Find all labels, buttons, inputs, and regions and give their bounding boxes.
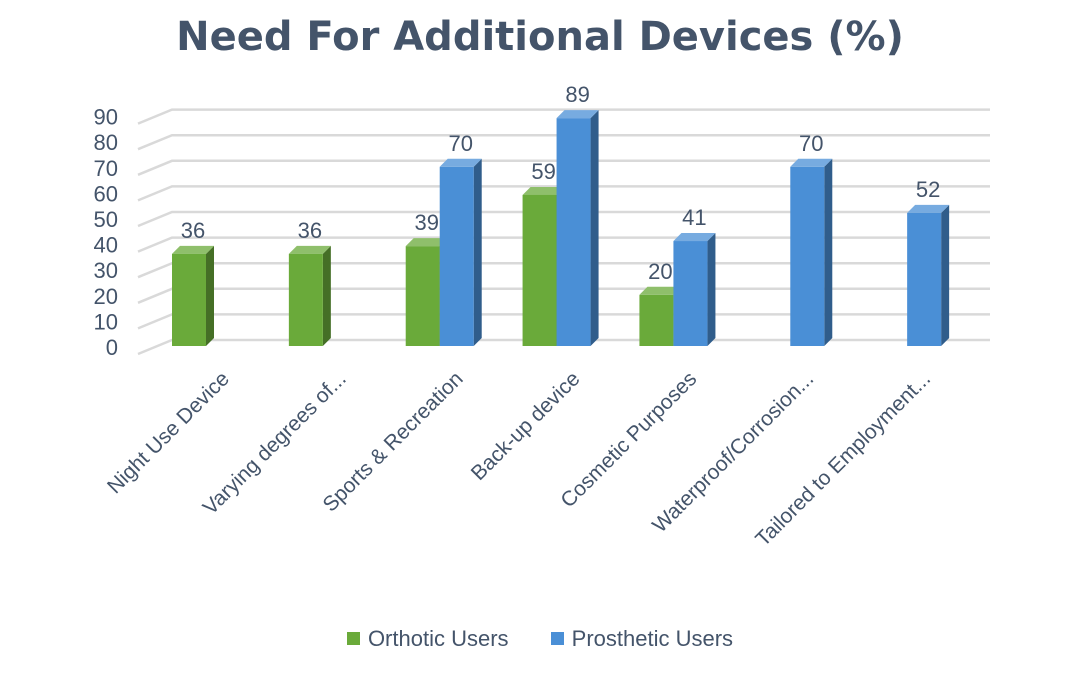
data-label-prosthetic-users-tailored-to-employment: 52 <box>916 177 940 202</box>
legend-swatch-prosthetic <box>550 632 564 645</box>
data-labels: 36 36 39 70 59 89 20 41 70 52 <box>181 82 941 284</box>
chart-title: Need For Additional Devices (%) <box>176 14 904 60</box>
bars <box>172 110 950 346</box>
y-tick-label: 0 <box>106 335 118 360</box>
bar-prosthetic-users-sports-recreation <box>439 158 482 346</box>
bar-prosthetic-users-cosmetic-purposes <box>673 233 716 346</box>
y-tick-label: 10 <box>94 309 118 334</box>
data-label-orthotic-users-sports-recreation: 39 <box>414 210 438 235</box>
legend-item-orthotic: Orthotic Users <box>346 626 509 652</box>
data-label-prosthetic-users-cosmetic-purposes: 41 <box>682 205 706 230</box>
y-tick-label: 90 <box>94 105 118 130</box>
y-tick-label: 80 <box>94 130 118 155</box>
bar-prosthetic-users-back-up-device <box>556 110 599 346</box>
data-label-orthotic-users-varying-degrees-of: 36 <box>298 218 322 243</box>
y-tick-label: 30 <box>94 258 118 283</box>
data-label-orthotic-users-night-use-device: 36 <box>181 218 205 243</box>
x-tick-label-night-use-device: Night Use Device <box>103 367 234 498</box>
y-tick-label: 20 <box>94 284 118 309</box>
y-tick-label: 60 <box>94 181 118 206</box>
gridline <box>137 185 990 202</box>
gridline <box>137 210 990 228</box>
bar-orthotic-users-night-use-device <box>172 245 214 346</box>
legend-label-orthotic: Orthotic Users <box>367 626 509 651</box>
gridline <box>137 108 990 125</box>
legend: Orthotic Users Prosthetic Users <box>0 626 1080 652</box>
bar-orthotic-users-varying-degrees-of <box>288 245 331 346</box>
data-label-orthotic-users-back-up-device: 59 <box>531 159 555 184</box>
legend-label-prosthetic: Prosthetic Users <box>571 626 734 651</box>
y-tick-label: 50 <box>94 207 118 232</box>
data-label-prosthetic-users-sports-recreation: 70 <box>448 131 472 156</box>
gridline <box>137 133 990 151</box>
bar-prosthetic-users-tailored-to-employment <box>907 204 950 346</box>
y-tick-label: 70 <box>94 156 118 181</box>
bar-prosthetic-users-waterproof-corrosion <box>790 158 833 346</box>
legend-swatch-orthotic <box>346 632 360 645</box>
y-tick-label: 40 <box>94 233 118 258</box>
gridline <box>137 236 990 253</box>
gridlines <box>137 108 990 356</box>
x-tick-label-back-up-device: Back-up device <box>467 367 585 485</box>
data-label-orthotic-users-cosmetic-purposes: 20 <box>648 259 672 284</box>
gridline <box>137 159 990 176</box>
legend-item-prosthetic: Prosthetic Users <box>550 626 734 652</box>
data-label-prosthetic-users-waterproof-corrosion: 70 <box>799 131 823 156</box>
data-label-prosthetic-users-back-up-device: 89 <box>565 82 589 107</box>
